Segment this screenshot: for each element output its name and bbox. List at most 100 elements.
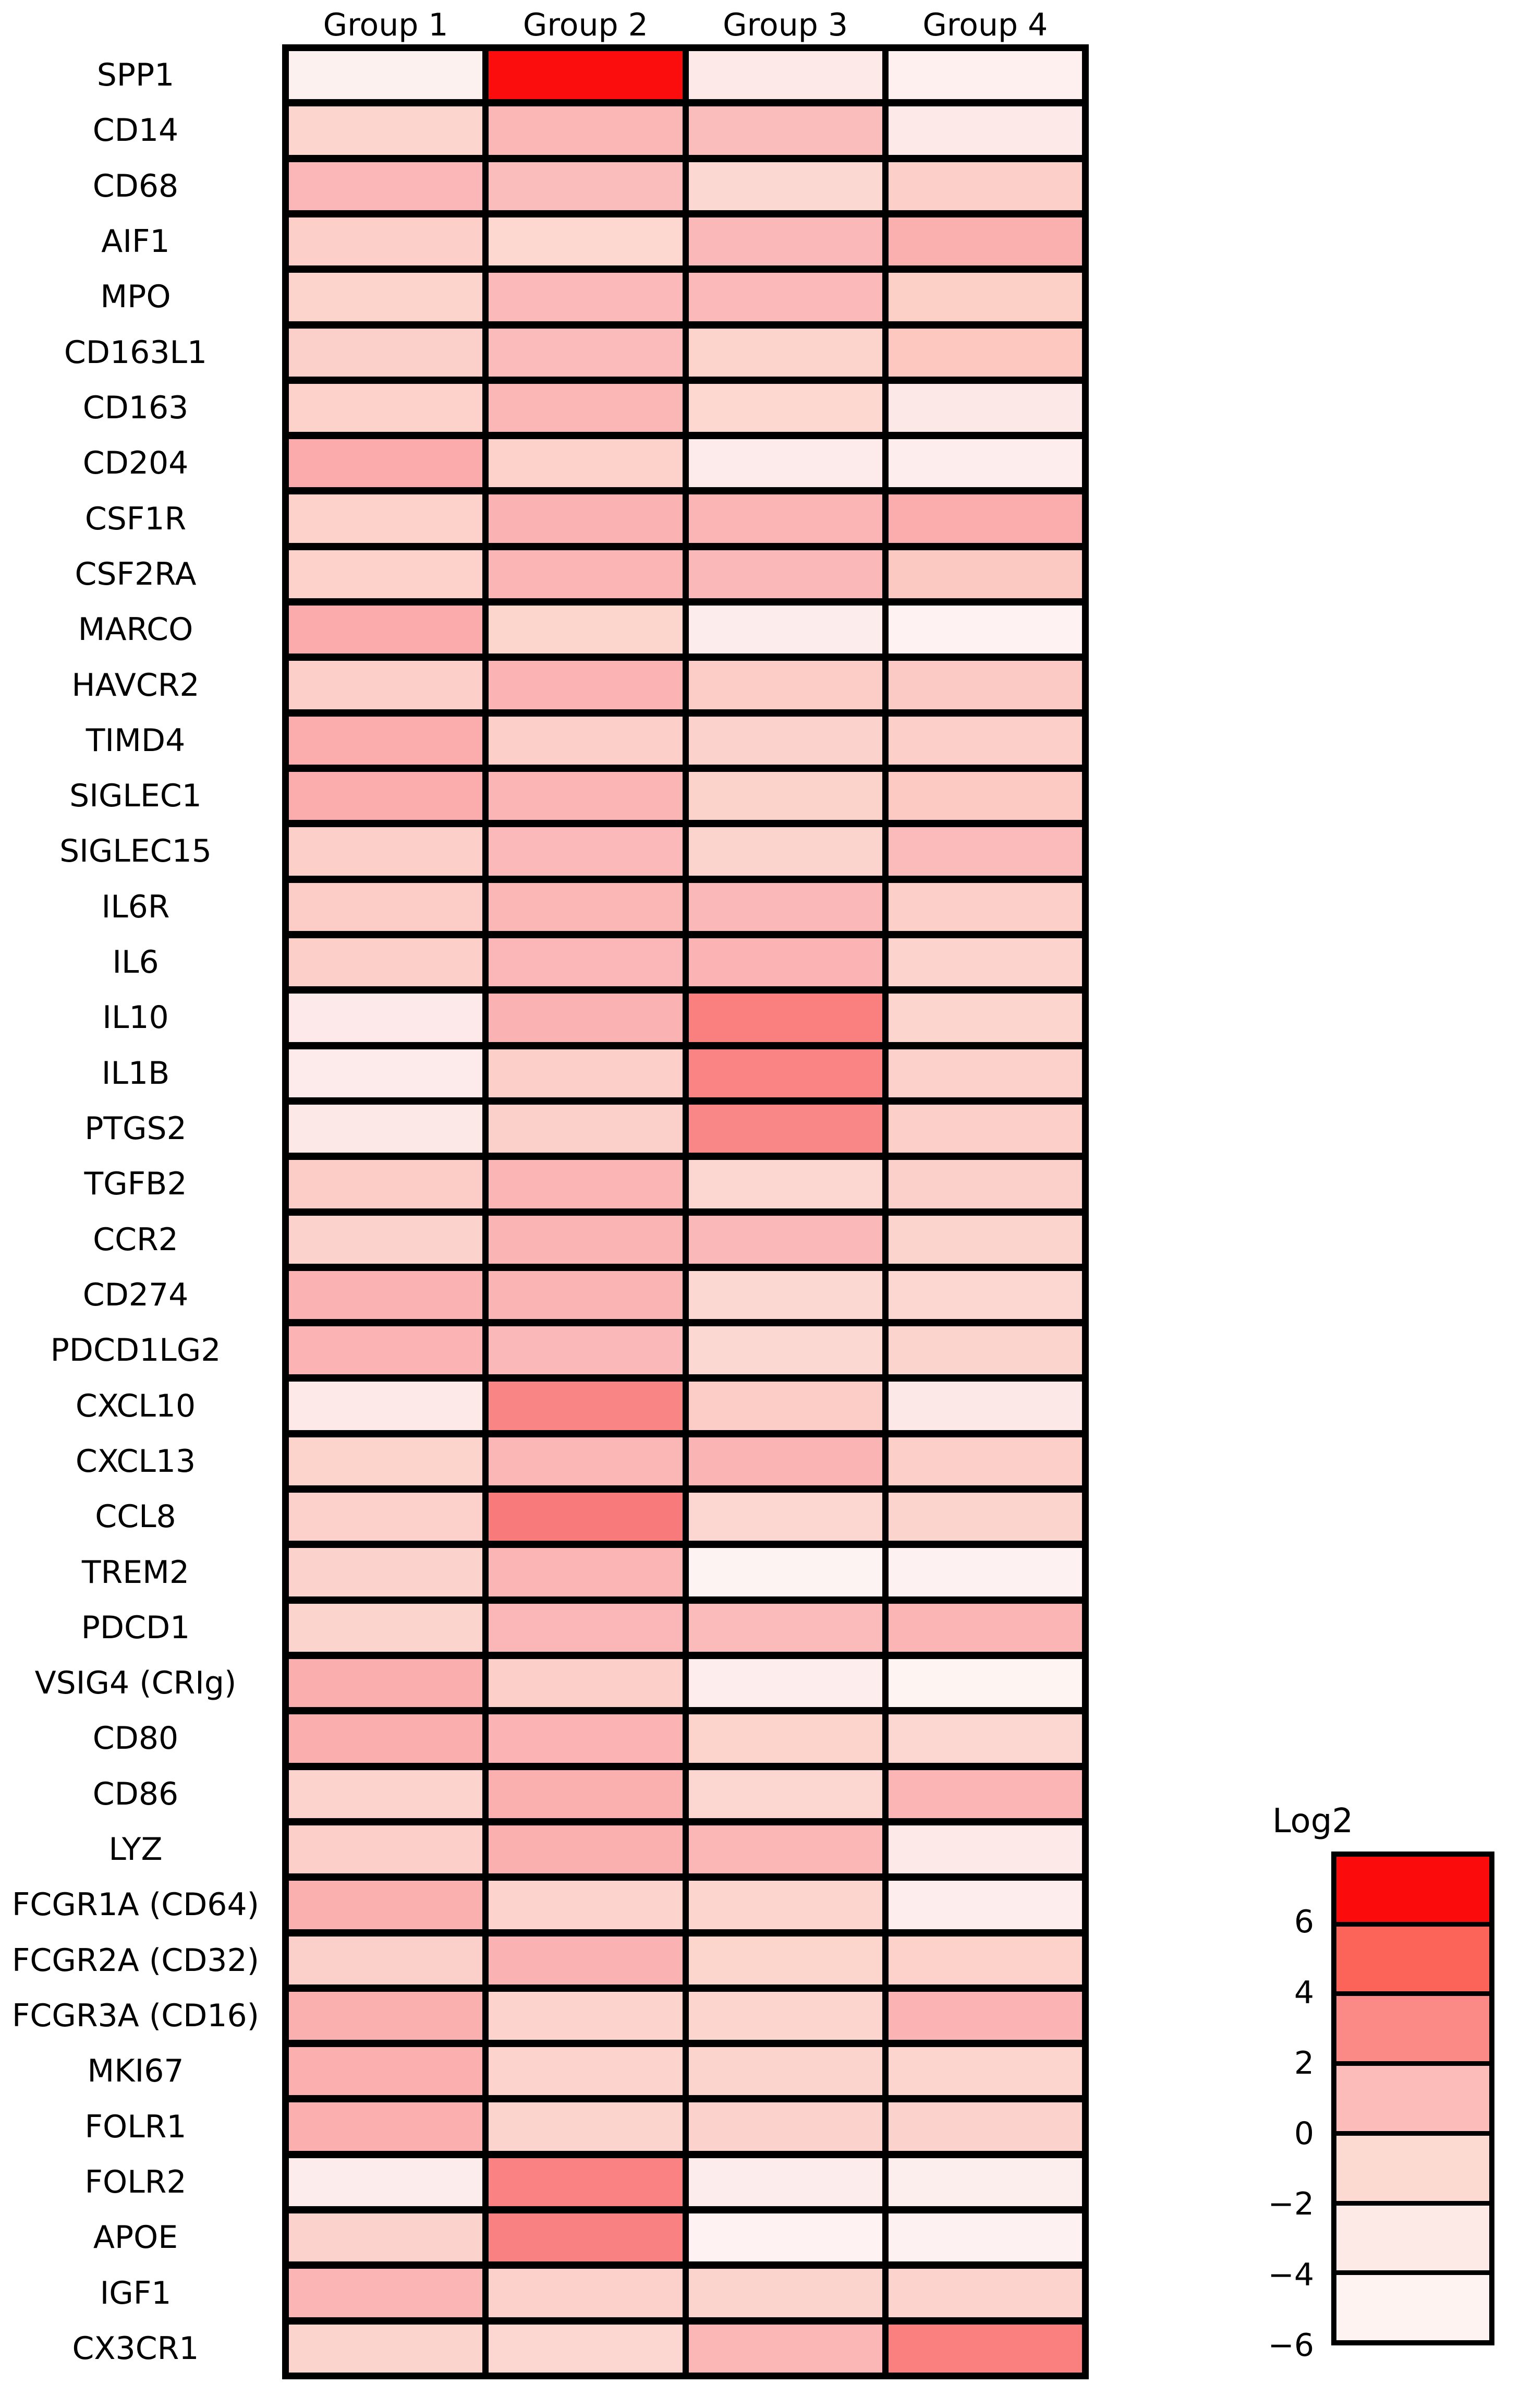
heatmap-cell (289, 1382, 483, 1430)
heatmap-cell (888, 1603, 1082, 1652)
legend-block (1336, 2275, 1489, 2340)
heatmap-cell (489, 383, 683, 432)
heatmap-cell (888, 1991, 1082, 2040)
heatmap-cell (688, 1493, 882, 1541)
heatmap-cell (688, 2102, 882, 2151)
heatmap-cell (888, 606, 1082, 654)
heatmap-cell (688, 383, 882, 432)
heatmap-cell (289, 772, 483, 820)
heatmap-cell (688, 716, 882, 765)
heatmap-cell (688, 494, 882, 543)
heatmap-cell (688, 106, 882, 155)
heatmap-cell (289, 1049, 483, 1097)
heatmap-cell (688, 1936, 882, 1985)
heatmap-cell (489, 217, 683, 266)
heatmap-cell (289, 827, 483, 876)
heatmap-cell (489, 1881, 683, 1929)
legend-block (1336, 1926, 1489, 1992)
heatmap-cell (289, 2269, 483, 2317)
heatmap-cell (688, 827, 882, 876)
heatmap-cell (688, 1326, 882, 1375)
legend-tick-label: 2 (1294, 2044, 1314, 2082)
legend-block (1336, 2135, 1489, 2201)
heatmap-cell (888, 1548, 1082, 1596)
heatmap-cell (888, 938, 1082, 987)
heatmap-cell (289, 1659, 483, 1708)
heatmap-cell (688, 772, 882, 820)
gene-label: IL6R (101, 888, 170, 925)
heatmap-cell (888, 494, 1082, 543)
heatmap-cell (489, 772, 683, 820)
heatmap-cell (489, 1936, 683, 1985)
gene-label: MPO (100, 279, 171, 316)
heatmap-cell (888, 1825, 1082, 1874)
heatmap-cell (289, 162, 483, 210)
gene-label: PDCD1 (81, 1609, 190, 1646)
heatmap-cell (289, 1991, 483, 2040)
heatmap-cell (888, 106, 1082, 155)
heatmap-cell (688, 2324, 882, 2373)
legend-tick-label: 4 (1294, 1974, 1314, 2011)
heatmap-cell (489, 2324, 683, 2373)
gene-label: CSF1R (84, 500, 187, 537)
column-header-group-4: Group 4 (922, 7, 1048, 43)
heatmap-cell (489, 328, 683, 377)
heatmap-cell (289, 2324, 483, 2373)
heatmap-cell (688, 1825, 882, 1874)
gene-label: SIGLEC1 (69, 778, 202, 815)
gene-label: CXCL13 (75, 1443, 196, 1480)
heatmap-cell (289, 661, 483, 709)
heatmap-cell (489, 1659, 683, 1708)
heatmap-cell (489, 716, 683, 765)
heatmap-cell (888, 882, 1082, 931)
heatmap-cell (888, 1881, 1082, 1929)
heatmap-cell (289, 1881, 483, 1929)
heatmap-cell (888, 1326, 1082, 1375)
legend-block (1336, 2066, 1489, 2131)
gene-label: APOE (93, 2219, 178, 2256)
heatmap-cell (489, 2158, 683, 2207)
gene-label: CD80 (92, 1720, 179, 1757)
heatmap-cell (289, 328, 483, 377)
gene-label: AIF1 (101, 223, 170, 260)
heatmap-cell (289, 2102, 483, 2151)
heatmap-cell (888, 1104, 1082, 1153)
heatmap-cell (688, 882, 882, 931)
heatmap-cell (688, 1714, 882, 1763)
gene-label: CCL8 (95, 1498, 176, 1535)
gene-label: CD204 (82, 445, 189, 482)
gene-label: TGFB2 (84, 1166, 187, 1203)
legend-tick-label: 0 (1294, 2115, 1314, 2152)
heatmap-cell (289, 217, 483, 266)
heatmap-cell (888, 661, 1082, 709)
heatmap-cell (489, 1603, 683, 1652)
heatmap-cell (888, 328, 1082, 377)
heatmap-cell (289, 383, 483, 432)
heatmap-cell (289, 1160, 483, 1208)
heatmap-cell (888, 1714, 1082, 1763)
gene-label: CXCL10 (75, 1387, 196, 1424)
legend-block (1336, 1996, 1489, 2062)
heatmap-cell (688, 2213, 882, 2262)
legend-block (1336, 2205, 1489, 2271)
heatmap-cell (688, 1270, 882, 1320)
heatmap-cell (688, 1659, 882, 1708)
legend-tick-label: −6 (1268, 2327, 1314, 2364)
legend-tick-label: −4 (1268, 2256, 1314, 2293)
heatmap-cell (888, 383, 1082, 432)
gene-label: CD68 (92, 167, 179, 204)
legend-tick-label: −2 (1268, 2186, 1314, 2223)
heatmap-cell (489, 106, 683, 155)
gene-label: CD14 (92, 112, 179, 149)
column-header-group-3: Group 3 (723, 7, 848, 43)
heatmap-cell (289, 606, 483, 654)
heatmap-cell (888, 2047, 1082, 2096)
heatmap-cell (888, 1382, 1082, 1430)
heatmap-cell (289, 273, 483, 321)
heatmap-cell (888, 827, 1082, 876)
heatmap-cell (489, 882, 683, 931)
heatmap-cell (489, 1770, 683, 1818)
heatmap-cell (489, 661, 683, 709)
legend-tick-label: 6 (1294, 1904, 1314, 1941)
heatmap-cell (489, 2269, 683, 2317)
